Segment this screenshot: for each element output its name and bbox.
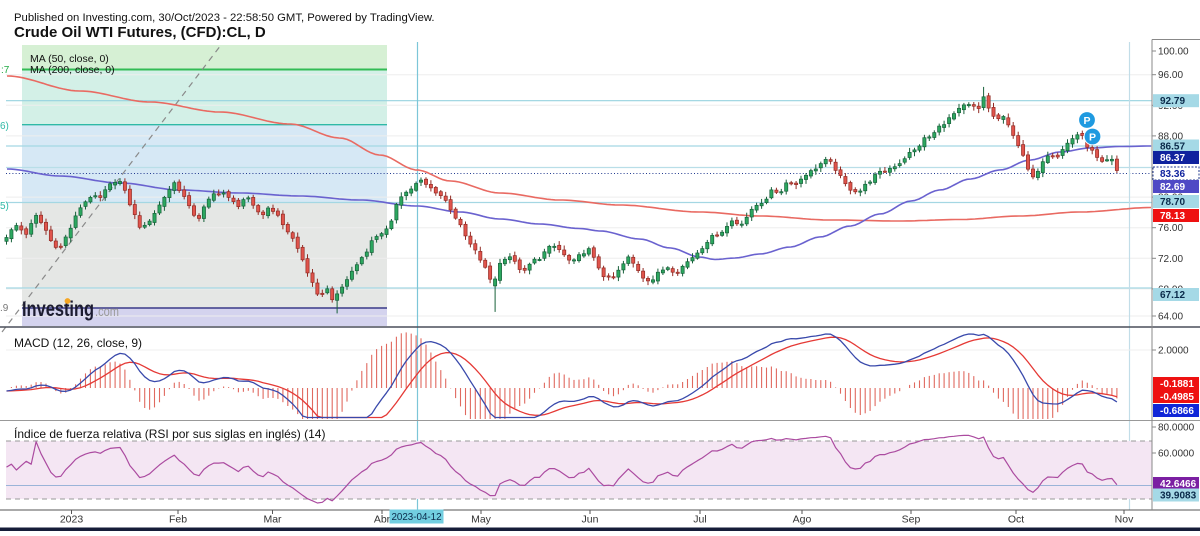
svg-text:Jul: Jul: [693, 514, 706, 526]
svg-text:Investing: Investing: [22, 298, 94, 321]
svg-text:.9: .9: [0, 303, 9, 314]
svg-text:Nov: Nov: [1115, 514, 1134, 526]
svg-text:May: May: [471, 514, 492, 526]
svg-text:Sep: Sep: [902, 514, 921, 526]
svg-text:64.00: 64.00: [1158, 312, 1183, 323]
svg-text::7: :7: [1, 65, 10, 76]
svg-text:Feb: Feb: [169, 514, 187, 526]
svg-text:100.00: 100.00: [1158, 47, 1189, 58]
svg-text:96.00: 96.00: [1158, 70, 1183, 81]
svg-text:-0.1881: -0.1881: [1160, 379, 1194, 390]
svg-text:Índice de fuerza relativa (RSI: Índice de fuerza relativa (RSI por sus s…: [14, 426, 325, 441]
svg-text:P: P: [1089, 132, 1096, 144]
svg-text:Oct: Oct: [1008, 514, 1024, 526]
svg-text:2.0000: 2.0000: [1158, 346, 1189, 357]
svg-text:67.12: 67.12: [1160, 290, 1185, 301]
svg-text:60.0000: 60.0000: [1158, 449, 1195, 460]
svg-text:92.79: 92.79: [1160, 96, 1185, 107]
svg-text:Published on Investing.com, 30: Published on Investing.com, 30/Oct/2023 …: [14, 12, 435, 24]
svg-text:82.69: 82.69: [1160, 182, 1185, 193]
svg-text:88.00: 88.00: [1158, 131, 1183, 142]
svg-text:Ago: Ago: [793, 514, 812, 526]
svg-text:2023-04-12: 2023-04-12: [391, 512, 441, 523]
svg-text:76.00: 76.00: [1158, 223, 1183, 234]
svg-text:42.6466: 42.6466: [1160, 479, 1197, 490]
svg-text:39.9083: 39.9083: [1160, 491, 1197, 502]
svg-text:80.0000: 80.0000: [1158, 423, 1195, 434]
svg-text:-0.6866: -0.6866: [1160, 406, 1194, 417]
svg-text:MA (200, close, 0): MA (200, close, 0): [30, 64, 115, 76]
svg-text:2023: 2023: [60, 514, 84, 526]
svg-text:Jun: Jun: [582, 514, 599, 526]
svg-text:Abr: Abr: [374, 514, 391, 526]
svg-text:86.57: 86.57: [1160, 142, 1185, 153]
svg-text:.com: .com: [95, 303, 119, 319]
svg-text:6): 6): [0, 121, 9, 132]
svg-text:P: P: [1083, 115, 1090, 127]
svg-text:Mar: Mar: [263, 514, 282, 526]
svg-text:Crude Oil WTI Futures, (CFD):C: Crude Oil WTI Futures, (CFD):CL, D: [14, 24, 266, 41]
svg-text:-0.4985: -0.4985: [1160, 392, 1194, 403]
svg-text:86.37: 86.37: [1160, 153, 1185, 164]
svg-text:MA (50, close, 0): MA (50, close, 0): [30, 53, 109, 65]
svg-text:5): 5): [0, 201, 9, 212]
svg-text:83.36: 83.36: [1160, 169, 1185, 180]
svg-text:MACD (12, 26, close, 9): MACD (12, 26, close, 9): [14, 336, 142, 350]
svg-text:78.13: 78.13: [1160, 211, 1185, 222]
svg-text:72.00: 72.00: [1158, 254, 1183, 265]
svg-text:78.70: 78.70: [1160, 197, 1185, 208]
